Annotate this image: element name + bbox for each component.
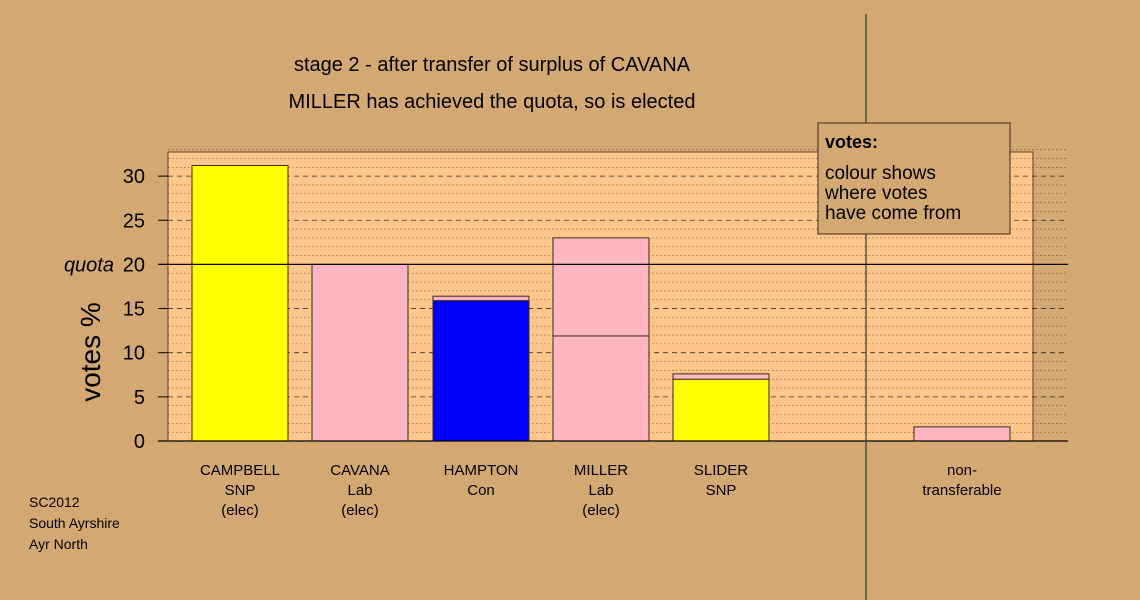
footnote: SC2012 South Ayrshire Ayr North: [29, 494, 120, 552]
bar-segment: [311, 263, 409, 442]
category-label: MILLER: [574, 462, 628, 479]
footnote-line-1: SC2012: [29, 494, 80, 510]
category-label: SNP: [225, 482, 256, 499]
bar-segment: [913, 426, 1011, 442]
category-label: non-: [947, 462, 977, 479]
bar-segment: [672, 378, 770, 442]
y-tick-label: 20: [123, 254, 145, 276]
chart-title: stage 2 - after transfer of surplus of C…: [294, 54, 691, 76]
quota-label: quota: [64, 254, 114, 276]
category-label: CAVANA: [330, 462, 389, 479]
legend-line-2: where votes: [824, 183, 927, 204]
chart-subtitle: MILLER has achieved the quota, so is ele…: [289, 91, 696, 113]
bar-segment: [552, 237, 650, 337]
y-tick-label: 5: [134, 387, 145, 409]
bar-segment: [432, 300, 530, 442]
y-tick-label: 10: [123, 343, 145, 365]
legend-title: votes:: [825, 132, 878, 152]
bars: [191, 165, 1011, 442]
y-tick-label: 30: [123, 166, 145, 188]
category-labels: CAMPBELL SNP (elec) CAVANA Lab (elec) HAMPTON C…: [200, 462, 1002, 519]
legend-box: [817, 122, 1011, 235]
footnote-line-2: South Ayrshire: [29, 515, 120, 531]
bar-segment: [191, 165, 289, 442]
bar-segment: [672, 373, 770, 380]
category-label: (elec): [582, 502, 620, 519]
category-label: Lab: [588, 482, 613, 499]
bar-segment: [552, 335, 650, 442]
category-label: Lab: [347, 482, 372, 499]
category-label: SLIDER: [694, 462, 748, 479]
category-label: (elec): [221, 502, 259, 519]
y-axis-ticks: 0 5 10 15 20 25 30 quota: [64, 166, 168, 453]
category-label: transferable: [922, 482, 1001, 499]
footnote-line-3: Ayr North: [29, 536, 88, 552]
bar-segment: [432, 295, 530, 302]
category-label: CAMPBELL: [200, 462, 280, 479]
y-tick-label: 15: [123, 299, 145, 321]
legend-line-1: colour shows: [825, 163, 936, 184]
y-tick-label: 0: [134, 431, 145, 453]
category-label: SNP: [706, 482, 737, 499]
legend: votes: colour shows where votes have com…: [817, 122, 1011, 235]
legend-line-3: have come from: [825, 203, 961, 224]
category-label: Con: [467, 482, 495, 499]
y-tick-label: 25: [123, 210, 145, 232]
category-label: HAMPTON: [444, 462, 519, 479]
category-label: (elec): [341, 502, 379, 519]
y-axis-label: votes %: [75, 302, 106, 402]
